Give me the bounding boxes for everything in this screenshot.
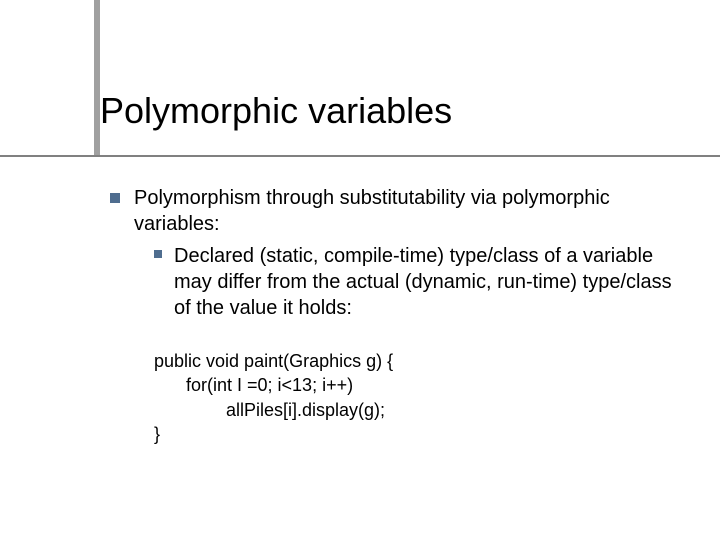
code-line-4: } — [154, 422, 680, 446]
slide-title: Polymorphic variables — [100, 90, 680, 132]
square-bullet-icon — [110, 193, 120, 203]
slide-body: Polymorphism through substitutability vi… — [110, 185, 680, 446]
code-line-3: allPiles[i].display(g); — [154, 398, 680, 422]
square-bullet-icon — [154, 250, 162, 258]
bullet-level1: Polymorphism through substitutability vi… — [110, 185, 680, 237]
bullet1-sub1-text: Declared (static, compile-time) type/cla… — [174, 243, 680, 321]
code-line-1: public void paint(Graphics g) { — [154, 349, 680, 373]
title-underline — [0, 155, 720, 157]
code-block: public void paint(Graphics g) { for(int … — [154, 349, 680, 446]
code-line-2: for(int I =0; i<13; i++) — [154, 373, 680, 397]
bullet-level2: Declared (static, compile-time) type/cla… — [154, 243, 680, 321]
bullet1-text: Polymorphism through substitutability vi… — [134, 185, 680, 237]
title-wrap: Polymorphic variables — [100, 90, 680, 132]
